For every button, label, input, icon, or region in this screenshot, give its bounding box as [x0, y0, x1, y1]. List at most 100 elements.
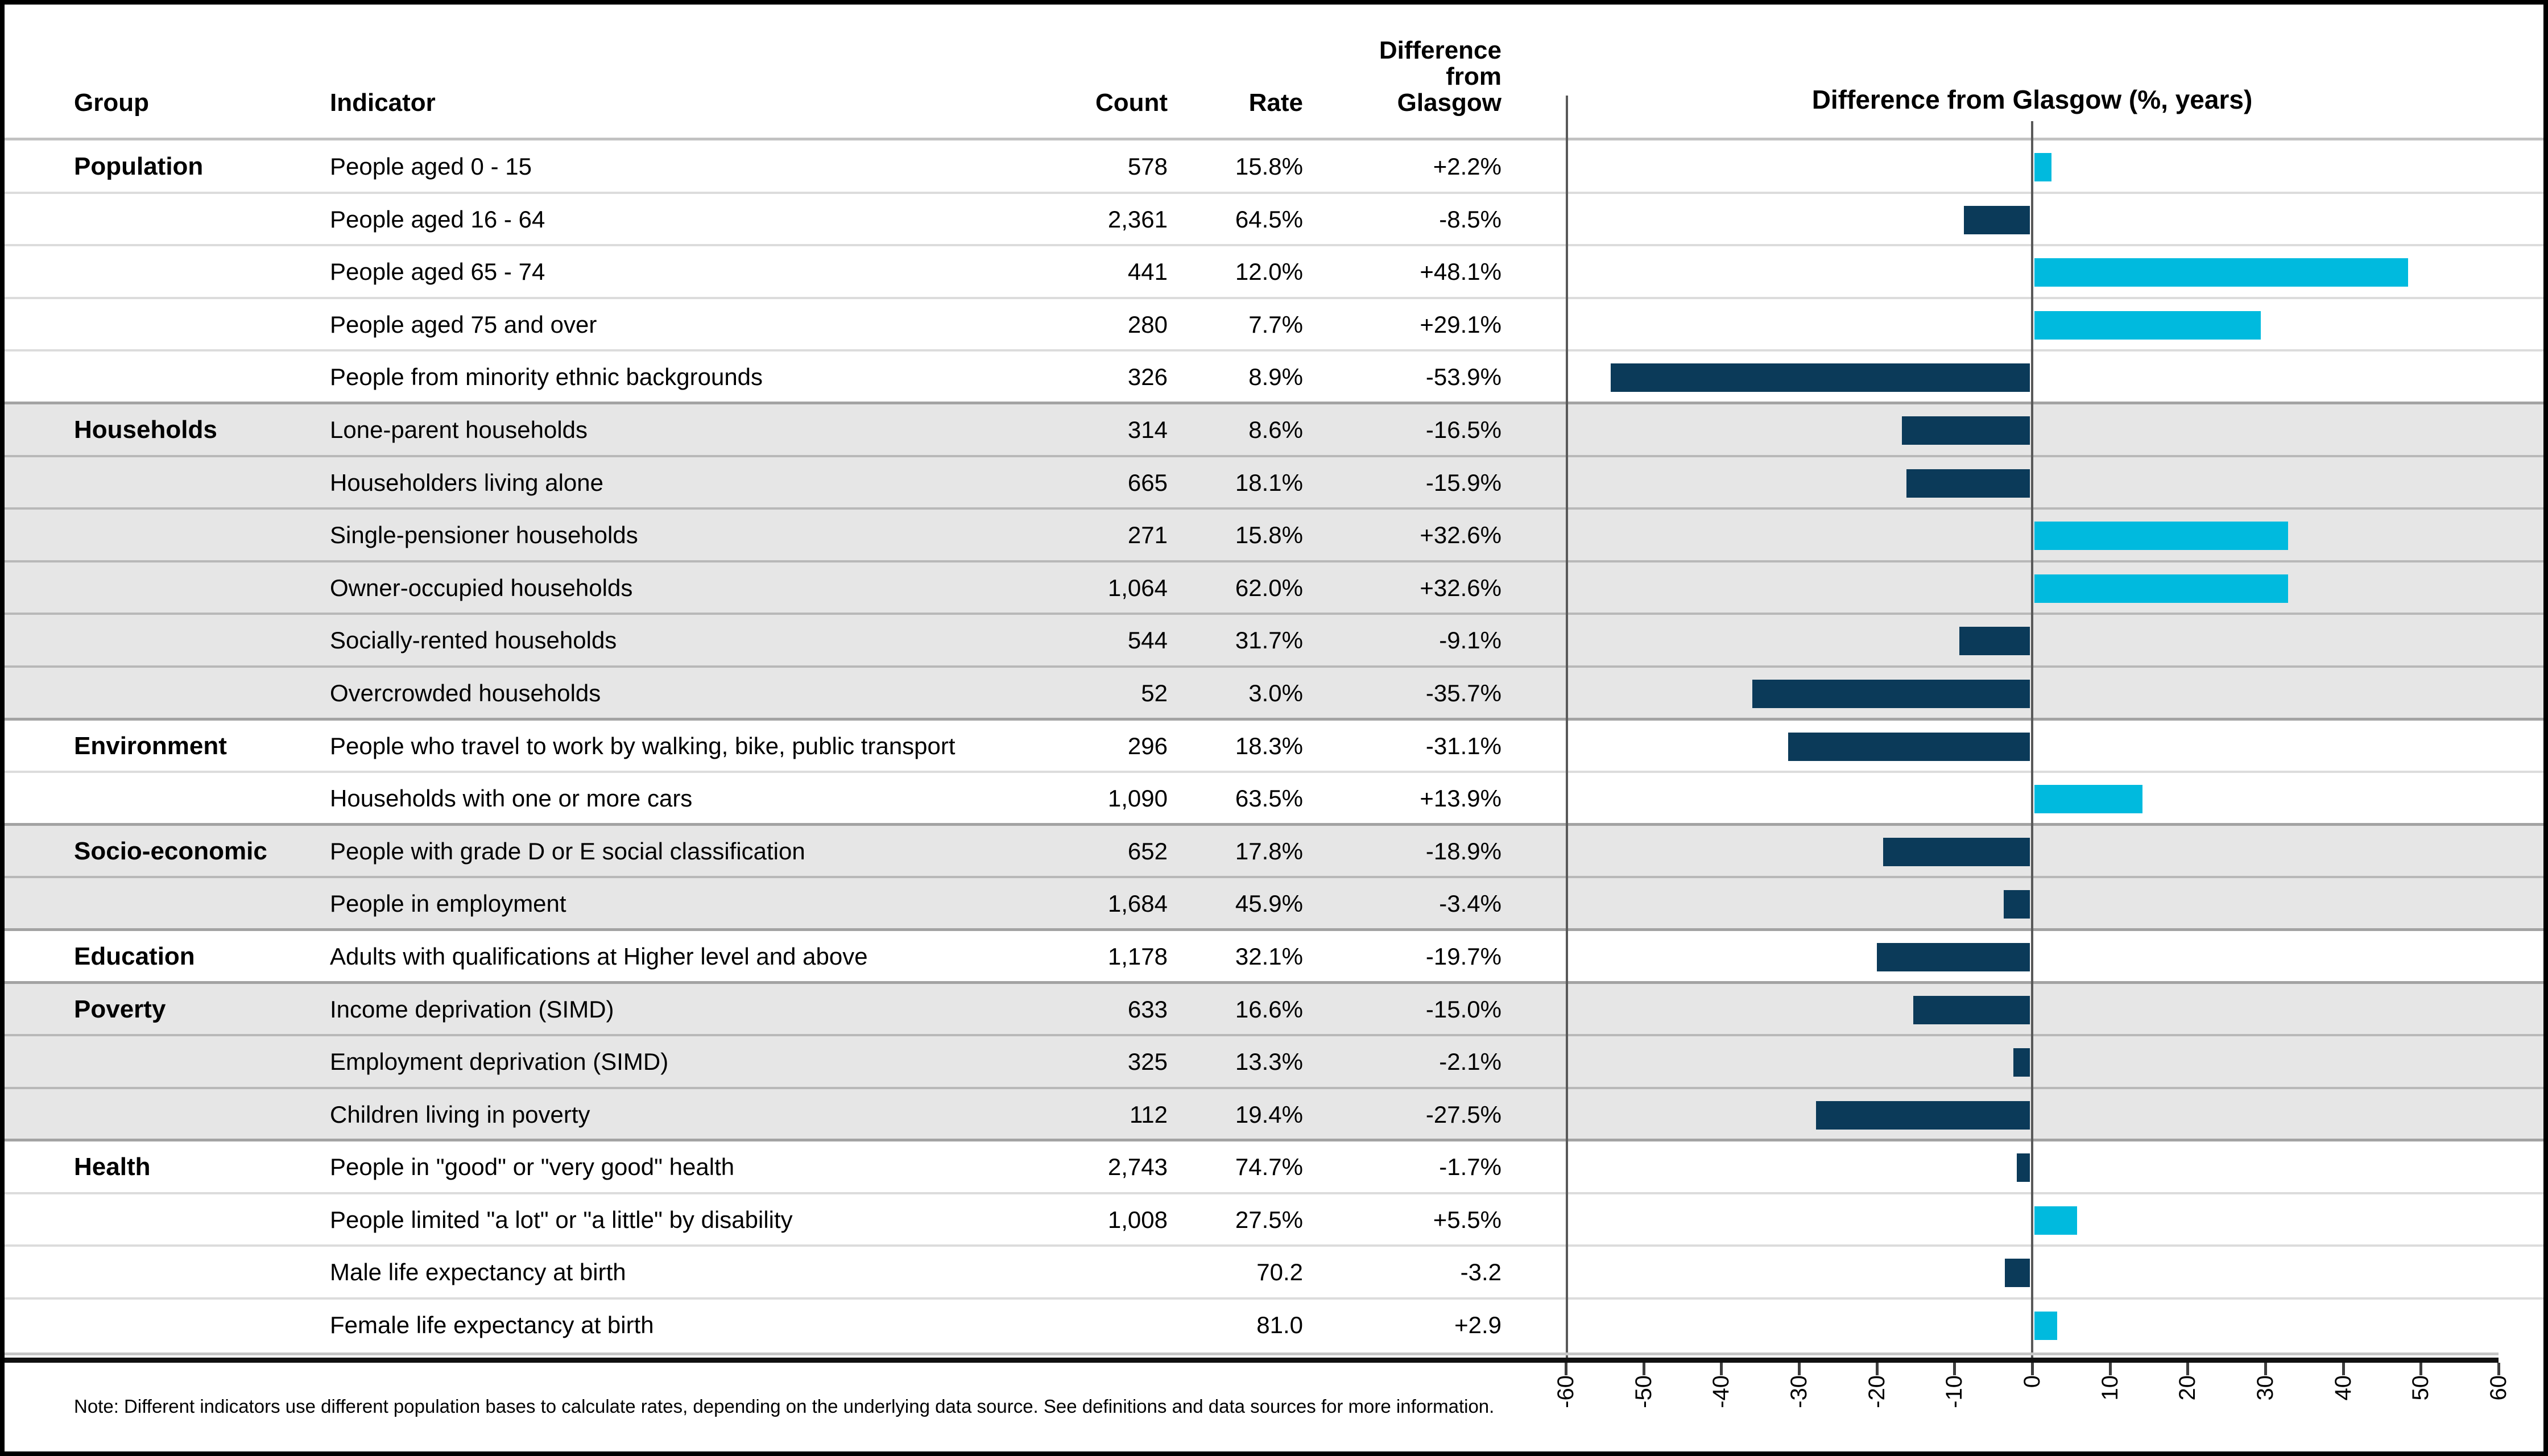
difference-value: +2.2%: [1433, 153, 1502, 180]
difference-value: -18.9%: [1425, 837, 1502, 864]
count-value: 544: [1127, 627, 1168, 654]
table-row: Owner-occupied households 1,064 62.0% +3…: [5, 562, 2543, 615]
indicator-label: Lone-parent households: [330, 416, 588, 443]
table-row: Environment People who travel to work by…: [5, 720, 2543, 774]
chart-left-axis-line: [1566, 96, 1568, 1358]
difference-bar: [1752, 679, 2030, 708]
count-value: [940, 1247, 1168, 1300]
count-value: 1,008: [1107, 1206, 1168, 1233]
difference-value: -1.7%: [1439, 1153, 1502, 1181]
group-label: [74, 615, 328, 668]
x-axis-tick: [1953, 1363, 1956, 1375]
table-bottom-separator: [5, 1352, 2499, 1355]
difference-bar: [1611, 363, 2030, 392]
count-value: 652: [1127, 837, 1168, 864]
indicator-label: Employment deprivation (SIMD): [330, 1048, 669, 1076]
column-header-difference-line: Glasgow: [1397, 89, 1502, 117]
table-row: People in employment 1,684 45.9% -3.4%: [5, 878, 2543, 931]
indicator-label: People from minority ethnic backgrounds: [330, 363, 763, 391]
difference-bar: [1906, 469, 2030, 498]
x-axis-tick: [2419, 1363, 2423, 1375]
indicator-label: Adults with qualifications at Higher lev…: [330, 942, 868, 970]
count-value: 296: [1127, 732, 1168, 759]
rate-value: 8.9%: [1248, 363, 1303, 391]
table-row: Households with one or more cars 1,090 6…: [5, 773, 2543, 826]
table-row: Socio-economic People with grade D or E …: [5, 825, 2543, 879]
indicator-label: Overcrowded households: [330, 679, 601, 706]
x-axis-tick-label: -30: [1786, 1375, 1811, 1408]
difference-bar: [2034, 1206, 2078, 1235]
difference-bar: [2034, 522, 2288, 551]
difference-bar: [2034, 311, 2261, 340]
x-axis-tick-label: -50: [1631, 1375, 1656, 1408]
group-label: [74, 510, 328, 562]
count-value: 633: [1127, 995, 1168, 1023]
difference-value: -3.4%: [1439, 890, 1502, 917]
rate-value: 70.2: [1256, 1259, 1303, 1286]
rate-value: 45.9%: [1235, 890, 1303, 917]
count-value: 271: [1127, 522, 1168, 549]
indicator-label: People aged 0 - 15: [330, 153, 532, 180]
count-value: 325: [1127, 1048, 1168, 1076]
difference-value: +5.5%: [1433, 1206, 1502, 1233]
difference-bar: [2016, 1153, 2030, 1182]
x-axis-tick-label: 0: [2020, 1375, 2045, 1388]
difference-value: -15.9%: [1425, 469, 1502, 496]
rate-value: 8.6%: [1248, 416, 1303, 443]
table-row: Poverty Income deprivation (SIMD) 633 16…: [5, 983, 2543, 1037]
table-row: People aged 16 - 64 2,361 64.5% -8.5%: [5, 193, 2543, 247]
footnote: Note: Different indicators use different…: [74, 1396, 1495, 1417]
group-label: Education: [74, 942, 195, 970]
rate-value: 16.6%: [1235, 995, 1303, 1023]
rate-value: 27.5%: [1235, 1206, 1303, 1233]
rate-value: 15.8%: [1235, 522, 1303, 549]
column-header-difference-line: Difference: [1379, 36, 1502, 64]
difference-value: +13.9%: [1420, 785, 1502, 812]
rate-value: 62.0%: [1235, 574, 1303, 601]
rate-value: 63.5%: [1235, 785, 1303, 812]
x-axis-tick-label: -60: [1553, 1375, 1578, 1408]
x-axis-tick-label: 50: [2408, 1375, 2434, 1401]
group-label: [74, 668, 328, 721]
header-separator: [5, 138, 2543, 140]
difference-value: +2.9: [1454, 1312, 1502, 1339]
indicator-label: People with grade D or E social classifi…: [330, 837, 805, 864]
count-value: 1,684: [1107, 890, 1168, 917]
x-axis-tick: [1798, 1363, 1801, 1375]
indicator-label: Male life expectancy at birth: [330, 1259, 626, 1286]
table-row: Health People in "good" or "very good" h…: [5, 1141, 2543, 1194]
count-value: 1,178: [1107, 942, 1168, 970]
difference-bar: [2034, 153, 2052, 181]
column-header-difference: Difference from Glasgow: [1331, 38, 1502, 116]
indicator-label: Owner-occupied households: [330, 574, 633, 601]
table-row: People aged 75 and over 280 7.7% +29.1%: [5, 299, 2543, 352]
x-axis-tick: [2108, 1363, 2112, 1375]
group-label: [74, 299, 328, 352]
rate-value: 81.0: [1256, 1312, 1303, 1339]
x-axis-tick-label: 10: [2097, 1375, 2123, 1401]
table-row: Population People aged 0 - 15 578 15.8% …: [5, 141, 2543, 194]
table-row: Householders living alone 665 18.1% -15.…: [5, 457, 2543, 510]
x-axis-tick-label: 60: [2486, 1375, 2511, 1401]
indicator-label: People aged 65 - 74: [330, 258, 545, 286]
x-axis-tick-label: -20: [1864, 1375, 1889, 1408]
x-axis-tick-label: 20: [2175, 1375, 2200, 1401]
group-label: Population: [74, 152, 204, 180]
difference-value: +32.6%: [1420, 522, 1502, 549]
indicator-label: Income deprivation (SIMD): [330, 995, 614, 1023]
group-label: Environment: [74, 731, 227, 760]
indicator-label: People who travel to work by walking, bi…: [330, 732, 956, 759]
indicator-label: People in employment: [330, 890, 566, 917]
column-header-indicator: Indicator: [330, 89, 436, 117]
table-row: Socially-rented households 544 31.7% -9.…: [5, 615, 2543, 668]
column-header-rate: Rate: [1248, 89, 1303, 117]
count-value: 280: [1127, 311, 1168, 338]
rate-value: 7.7%: [1248, 311, 1303, 338]
count-value: 326: [1127, 363, 1168, 391]
count-value: 665: [1127, 469, 1168, 496]
group-label: [74, 1194, 328, 1247]
difference-bar: [1816, 1101, 2030, 1130]
column-header-group: Group: [74, 89, 149, 117]
difference-bar: [2005, 1259, 2030, 1288]
x-axis-line: [5, 1358, 2499, 1363]
